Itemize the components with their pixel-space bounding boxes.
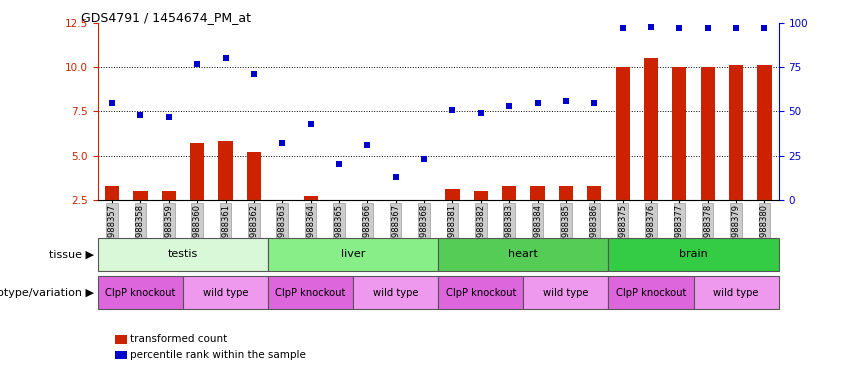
Bar (304, 196, 317, 200)
Bar (608, 238, 779, 271)
Bar (268, 238, 438, 271)
Text: ClpP knockout: ClpP knockout (446, 288, 516, 298)
Text: genotype/variation ▶: genotype/variation ▶ (0, 288, 94, 298)
Bar (694, 276, 779, 309)
Text: ClpP knockout: ClpP knockout (616, 288, 686, 298)
Bar (729, 65, 743, 200)
Bar (608, 276, 694, 309)
Bar (219, 141, 232, 200)
Bar (530, 185, 545, 200)
Bar (438, 238, 608, 271)
Bar (445, 189, 460, 200)
Bar (98, 276, 183, 309)
Text: percentile rank within the sample: percentile rank within the sample (130, 350, 306, 360)
Text: liver: liver (341, 249, 365, 260)
Bar (247, 152, 261, 200)
Text: ClpP knockout: ClpP knockout (106, 288, 175, 298)
Bar (502, 185, 517, 200)
Bar (105, 185, 119, 200)
Bar (757, 65, 772, 200)
Text: GDS4791 / 1454674_PM_at: GDS4791 / 1454674_PM_at (81, 12, 251, 25)
Bar (438, 276, 523, 309)
Text: brain: brain (679, 249, 708, 260)
Bar (268, 276, 353, 309)
Text: wild type: wild type (713, 288, 759, 298)
Bar (672, 67, 687, 200)
Bar (183, 276, 268, 309)
Bar (700, 67, 715, 200)
Bar (523, 276, 608, 309)
Bar (587, 185, 602, 200)
Bar (190, 143, 204, 200)
Bar (162, 191, 176, 200)
Text: transformed count: transformed count (130, 334, 227, 344)
Text: testis: testis (168, 249, 198, 260)
Text: heart: heart (508, 249, 539, 260)
Bar (474, 191, 488, 200)
Text: wild type: wild type (203, 288, 248, 298)
Bar (134, 191, 147, 200)
Text: tissue ▶: tissue ▶ (49, 249, 94, 260)
Text: ClpP knockout: ClpP knockout (276, 288, 346, 298)
Bar (353, 276, 438, 309)
Bar (559, 185, 573, 200)
Bar (644, 58, 658, 200)
Bar (98, 238, 268, 271)
Text: wild type: wild type (373, 288, 419, 298)
Text: wild type: wild type (543, 288, 589, 298)
Bar (615, 67, 630, 200)
